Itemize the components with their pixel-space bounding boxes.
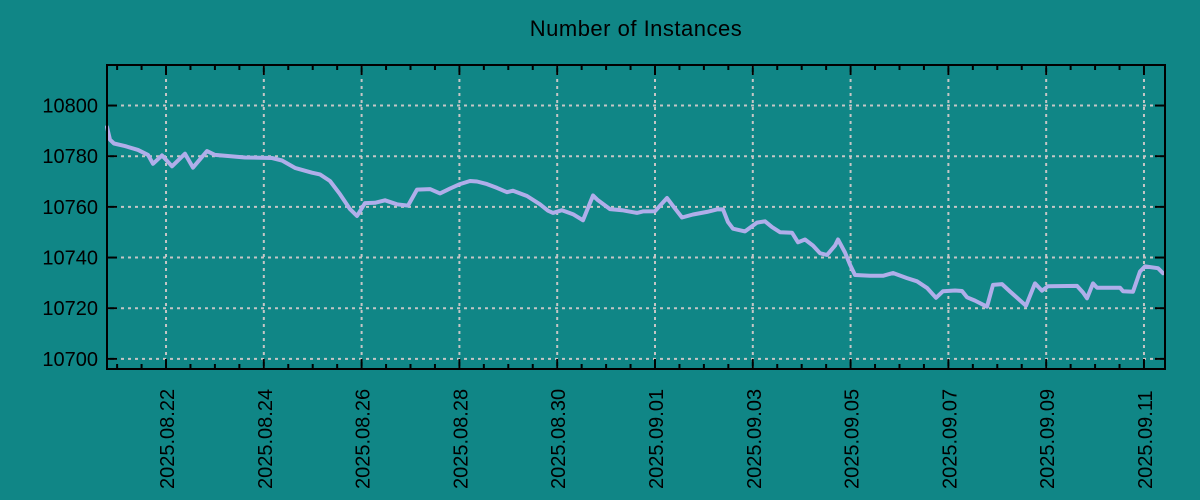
x-tick-label: 2025.08.22	[157, 389, 179, 489]
x-tick-label: 2025.08.24	[255, 389, 277, 489]
y-tick-label: 10780	[42, 146, 98, 168]
x-tick-label: 2025.08.26	[353, 389, 375, 489]
y-tick-label: 10720	[42, 298, 98, 320]
y-tick-label: 10700	[42, 349, 98, 371]
chart-title: Number of Instances	[529, 16, 743, 41]
plot-border	[106, 64, 1166, 370]
x-tick-label: 2025.09.05	[842, 389, 864, 489]
x-tick-label: 2025.08.30	[548, 389, 570, 489]
y-tick-label: 10760	[42, 197, 98, 219]
x-tick-label: 2025.09.11	[1135, 390, 1157, 489]
y-tick-label: 10740	[42, 248, 98, 270]
x-tick-label: 2025.09.01	[646, 389, 668, 489]
x-tick-label: 2025.09.07	[939, 389, 961, 489]
x-tick-label: 2025.08.28	[450, 389, 472, 489]
y-tick-label: 10800	[42, 96, 98, 118]
series-line-instances	[105, 125, 1165, 309]
x-tick-label: 2025.09.09	[1037, 389, 1059, 489]
x-tick-label: 2025.09.03	[744, 389, 766, 489]
